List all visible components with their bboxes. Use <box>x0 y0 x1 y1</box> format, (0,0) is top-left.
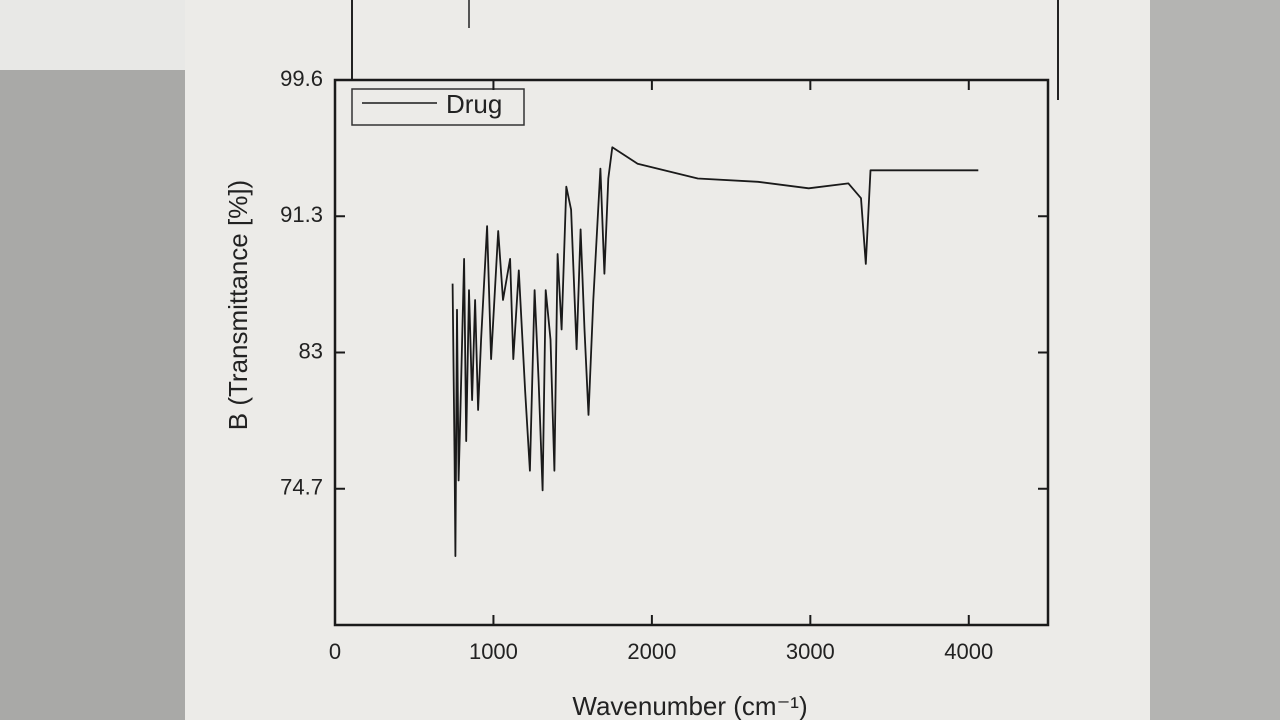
x-tick-label: 1000 <box>469 639 518 664</box>
y-axis-label: B (Transmittance [%]) <box>223 180 253 430</box>
x-tick-label: 4000 <box>944 639 993 664</box>
y-tick-label: 74.7 <box>280 475 323 500</box>
x-tick-label: 3000 <box>786 639 835 664</box>
legend-label: Drug <box>446 89 502 119</box>
legend-box <box>351 88 525 126</box>
x-tick-label: 0 <box>329 639 341 664</box>
y-tick-label: 83 <box>299 338 323 363</box>
paper-sheet <box>185 0 1150 720</box>
background-paper <box>0 0 195 70</box>
background-wall <box>1150 0 1280 720</box>
y-tick-label: 99.6 <box>280 66 323 91</box>
series-line <box>451 146 979 557</box>
x-axis-label: Wavenumber (cm⁻¹) <box>572 691 807 720</box>
y-tick-label: 91.3 <box>280 202 323 227</box>
x-tick-label: 2000 <box>627 639 676 664</box>
